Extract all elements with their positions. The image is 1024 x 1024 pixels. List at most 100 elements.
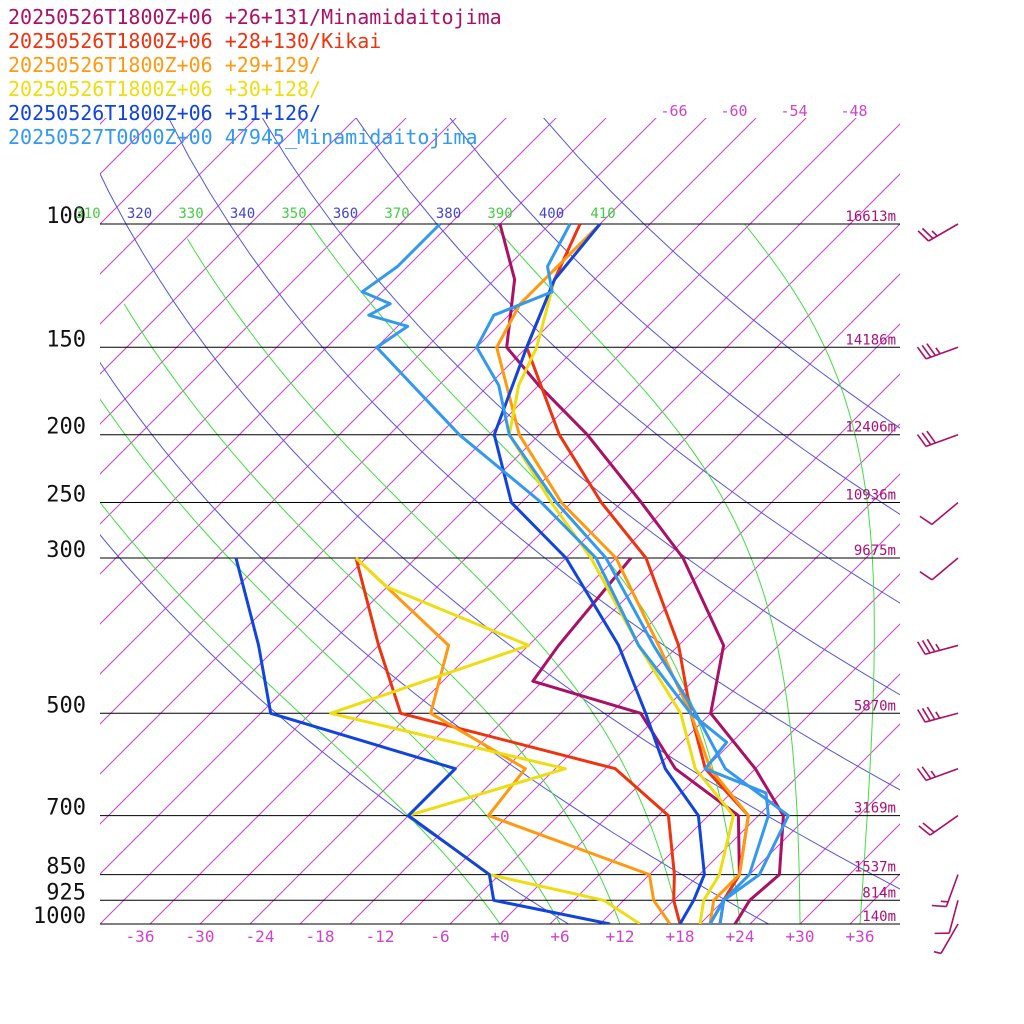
height-label: 3169m	[854, 801, 896, 817]
theta-label: 350	[281, 206, 306, 222]
dewpoint-line	[354, 557, 682, 924]
dry-adiabat-line	[100, 172, 900, 890]
wind-barb	[931, 874, 959, 908]
isotherm-line	[349, 373, 900, 924]
wind-barb	[918, 814, 959, 836]
dry-adiabat-line	[543, 118, 900, 429]
temperature-line	[492, 223, 706, 924]
wind-barb	[916, 343, 959, 360]
moist-adiabat-line	[100, 398, 561, 924]
temperature-tick-label: +30	[786, 927, 815, 946]
isotherm-line	[199, 223, 900, 924]
temperature-tick-label: -6	[430, 927, 449, 946]
wind-barb	[934, 900, 959, 935]
dry-adiabat-line	[100, 361, 770, 924]
height-label: 140m	[862, 909, 896, 925]
theta-label: 360	[333, 206, 358, 222]
dry-adiabat-line	[449, 118, 900, 515]
isobar-lines	[100, 223, 900, 925]
moist-adiabat-line	[123, 303, 621, 924]
wind-barbs	[916, 223, 959, 955]
wind-barb	[933, 923, 959, 955]
theta-label: 380	[436, 206, 461, 222]
isotherm-line	[100, 118, 207, 225]
theta-label: 310	[75, 206, 100, 222]
pressure-tick-label: 925	[46, 880, 86, 905]
isotherm-line	[100, 118, 357, 375]
pressure-tick-label: 700	[46, 796, 86, 821]
dry-adiabat-line	[100, 534, 570, 924]
dry-adiabat-line	[168, 118, 900, 791]
temperature-line	[475, 223, 790, 924]
isotherm-line	[100, 118, 857, 875]
height-label: 5870m	[854, 698, 896, 714]
height-label: 14186m	[845, 332, 896, 348]
profile-series	[234, 222, 790, 924]
temperature-line	[507, 223, 735, 924]
isotherm-line	[499, 523, 900, 924]
legend-entry: 20250526T1800Z+06 +28+130/Kikai	[8, 29, 381, 53]
moist-adiabat-line	[100, 501, 501, 924]
pressure-tick-label: 150	[46, 327, 86, 352]
isotherm-line	[799, 823, 900, 924]
temperature-line	[498, 223, 785, 924]
wind-barb	[916, 638, 959, 656]
isotherm-line	[100, 118, 257, 275]
isotherm-line	[649, 673, 900, 924]
isotherm-line	[100, 118, 107, 125]
isotherm-line	[749, 773, 900, 924]
theta-label: 390	[487, 206, 512, 222]
isotherm-line	[899, 923, 900, 924]
temperature-tick-label: -18	[306, 927, 335, 946]
isotherm-line	[100, 118, 157, 175]
upper-temperature-label: -54	[780, 102, 807, 120]
isotherm-line	[100, 118, 707, 725]
height-label: 12406m	[845, 420, 896, 436]
isotherm-line	[100, 118, 557, 575]
temperature-tick-label: +36	[846, 927, 875, 946]
dewpoint-line	[360, 222, 770, 924]
theta-label: 340	[230, 206, 255, 222]
theta-label: 320	[127, 206, 152, 222]
isotherm-line	[849, 873, 900, 924]
theta-label: 330	[178, 206, 203, 222]
legend-entry: 20250526T1800Z+06 +26+131/Minamidaitojim…	[8, 5, 502, 29]
isotherm-line	[699, 723, 900, 924]
temperature-tick-label: -12	[366, 927, 395, 946]
temperature-tick-label: +12	[606, 927, 635, 946]
temperature-tick-label: +24	[726, 927, 755, 946]
dry-adiabat-line	[355, 118, 900, 604]
theta-label: 400	[539, 206, 564, 222]
wind-barb	[916, 766, 959, 782]
height-label: 1537m	[854, 860, 896, 876]
pressure-tick-label: 850	[46, 855, 86, 880]
wind-barb	[917, 223, 959, 242]
legend: 20250526T1800Z+06 +26+131/Minamidaitojim…	[8, 5, 502, 149]
isotherm-line	[399, 423, 900, 924]
dry-adiabat-line	[261, 118, 900, 696]
isotherm-line	[100, 118, 407, 425]
isotherm-line	[100, 118, 607, 625]
isotherm-line	[100, 118, 807, 825]
temperature-tick-label: +18	[666, 927, 695, 946]
temperature-tick-label: +0	[490, 927, 509, 946]
temperature-line	[495, 222, 750, 924]
wind-barb	[916, 706, 959, 723]
isotherm-line	[100, 118, 457, 475]
temperature-tick-label: -36	[126, 927, 155, 946]
isotherm-line	[149, 173, 900, 924]
upper-temperature-label: -66	[660, 102, 687, 120]
legend-entry: 20250526T1800Z+06 +29+129/	[8, 53, 321, 77]
temperature-line	[525, 223, 750, 924]
dewpoint-line	[354, 556, 672, 924]
legend-entry: 20250526T1800Z+06 +30+128/	[8, 77, 321, 101]
pressure-tick-label: 100	[46, 204, 86, 229]
isotherm-line	[549, 573, 900, 924]
isotherm-line	[249, 273, 900, 924]
height-label: 9675m	[854, 543, 896, 559]
isotherm-line	[599, 623, 900, 924]
height-label: 814m	[862, 885, 896, 901]
temperature-tick-label: -24	[246, 927, 275, 946]
